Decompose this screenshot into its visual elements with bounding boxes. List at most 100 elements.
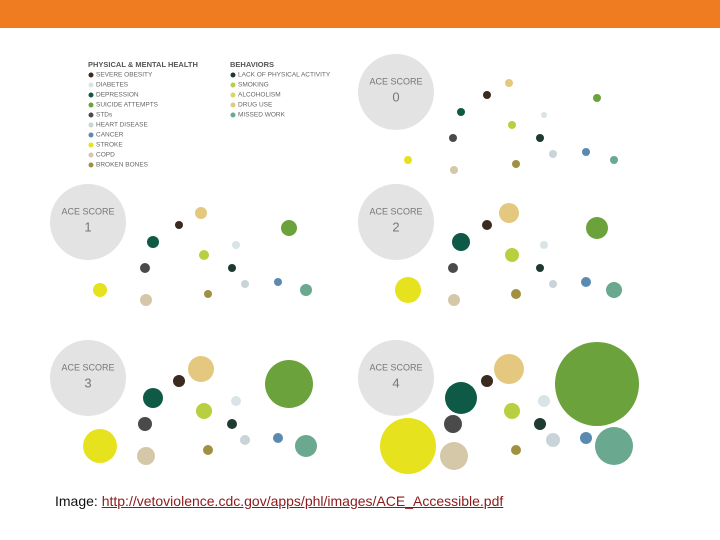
bubble bbox=[173, 375, 185, 387]
ace-score-badge bbox=[50, 184, 126, 260]
bubble bbox=[140, 294, 152, 306]
bubble bbox=[231, 396, 241, 406]
bubble bbox=[232, 241, 240, 249]
bubble bbox=[512, 160, 520, 168]
bubble bbox=[541, 112, 547, 118]
ace-score-badge bbox=[358, 340, 434, 416]
legend-dot bbox=[230, 92, 236, 98]
bubble bbox=[273, 433, 283, 443]
legend-item: COPD bbox=[96, 152, 115, 159]
bubble bbox=[499, 203, 519, 223]
legend-dot bbox=[88, 122, 94, 128]
bubble bbox=[240, 435, 250, 445]
bubble bbox=[610, 156, 618, 164]
bubble bbox=[508, 121, 516, 129]
bubble bbox=[504, 403, 520, 419]
legend-item: DEPRESSION bbox=[96, 92, 139, 99]
panel-score: 2 bbox=[392, 219, 399, 234]
bubble bbox=[448, 263, 458, 273]
legend-dot bbox=[88, 72, 94, 78]
bubble bbox=[195, 207, 207, 219]
bubble bbox=[450, 166, 458, 174]
bubble bbox=[188, 356, 214, 382]
legend-item: DRUG USE bbox=[238, 102, 273, 109]
bubble bbox=[534, 418, 546, 430]
bubble bbox=[494, 354, 524, 384]
bubble bbox=[93, 283, 107, 297]
panel-label: ACE SCORE bbox=[61, 206, 114, 216]
bubble bbox=[538, 395, 550, 407]
legend-item: HEART DISEASE bbox=[96, 122, 148, 129]
legend-dot bbox=[230, 102, 236, 108]
legend-item: SUICIDE ATTEMPTS bbox=[96, 102, 159, 109]
bubble bbox=[505, 79, 513, 87]
bubble bbox=[555, 342, 639, 426]
legend-item: STROKE bbox=[96, 142, 123, 149]
bubble bbox=[196, 403, 212, 419]
bubble bbox=[440, 442, 468, 470]
bubble bbox=[404, 156, 412, 164]
bubble bbox=[445, 382, 477, 414]
legend-heading: BEHAVIORS bbox=[230, 60, 274, 69]
legend-item: ALCOHOLISM bbox=[238, 92, 281, 99]
bubble bbox=[143, 388, 163, 408]
legend-dot bbox=[88, 112, 94, 118]
panel-label: ACE SCORE bbox=[369, 362, 422, 372]
bubble bbox=[228, 264, 236, 272]
caption-link[interactable]: http://vetoviolence.cdc.gov/apps/phl/ima… bbox=[101, 493, 504, 509]
bubble bbox=[511, 445, 521, 455]
legend-dot bbox=[88, 142, 94, 148]
bubble bbox=[140, 263, 150, 273]
bubble bbox=[546, 433, 560, 447]
bubble bbox=[300, 284, 312, 296]
bubble bbox=[511, 289, 521, 299]
bubble bbox=[457, 108, 465, 116]
bubble bbox=[581, 277, 591, 287]
legend-item: DIABETES bbox=[96, 82, 129, 89]
legend-dot bbox=[88, 162, 94, 168]
bubble bbox=[549, 150, 557, 158]
bubble bbox=[147, 236, 159, 248]
caption: Image: http://vetoviolence.cdc.gov/apps/… bbox=[55, 493, 503, 509]
legend-item: CANCER bbox=[96, 132, 124, 139]
panel-score: 3 bbox=[84, 375, 91, 390]
legend-dot bbox=[88, 82, 94, 88]
legend-dot bbox=[88, 92, 94, 98]
bubble bbox=[204, 290, 212, 298]
legend-dot bbox=[88, 132, 94, 138]
legend-item: SMOKING bbox=[238, 82, 269, 89]
bubble bbox=[175, 221, 183, 229]
bubble bbox=[203, 445, 213, 455]
bubble bbox=[483, 91, 491, 99]
top-bar bbox=[0, 0, 720, 28]
legend-dot bbox=[230, 112, 236, 118]
ace-score-badge bbox=[358, 54, 434, 130]
bubble bbox=[274, 278, 282, 286]
bubble bbox=[227, 419, 237, 429]
bubble bbox=[586, 217, 608, 239]
legend-item: LACK OF PHYSICAL ACTIVITY bbox=[238, 72, 331, 79]
bubble bbox=[448, 294, 460, 306]
legend-dot bbox=[88, 102, 94, 108]
legend-item: BROKEN BONES bbox=[96, 162, 149, 169]
bubble bbox=[395, 277, 421, 303]
bubble bbox=[582, 148, 590, 156]
legend-dot bbox=[230, 82, 236, 88]
legend-item: MISSED WORK bbox=[238, 112, 286, 119]
ace-score-badge bbox=[50, 340, 126, 416]
ace-score-badge bbox=[358, 184, 434, 260]
panel-label: ACE SCORE bbox=[369, 206, 422, 216]
infographic: PHYSICAL & MENTAL HEALTH BEHAVIORS SEVER… bbox=[0, 0, 720, 474]
bubble bbox=[452, 233, 470, 251]
bubble bbox=[482, 220, 492, 230]
panel-label: ACE SCORE bbox=[61, 362, 114, 372]
bubble bbox=[595, 427, 633, 465]
bubble bbox=[580, 432, 592, 444]
legend-dot bbox=[88, 152, 94, 158]
legend-item: STDs bbox=[96, 112, 113, 119]
bubble bbox=[505, 248, 519, 262]
panel-score: 1 bbox=[84, 219, 91, 234]
legend-dot bbox=[230, 72, 236, 78]
bubble bbox=[540, 241, 548, 249]
